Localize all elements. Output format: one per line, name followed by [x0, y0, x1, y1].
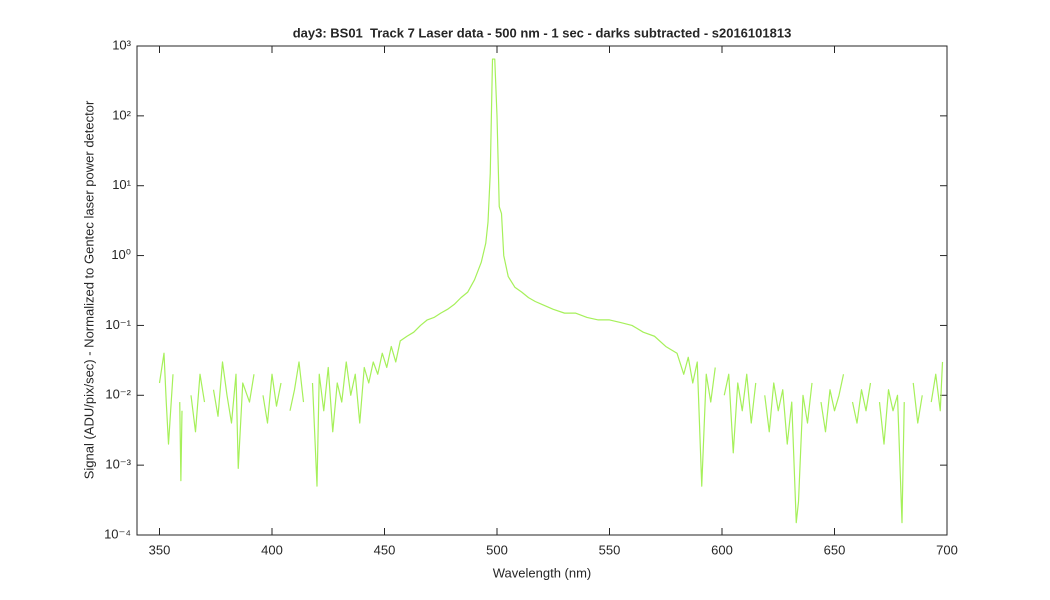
x-tick-label: 650	[824, 542, 846, 557]
data-line	[158, 58, 944, 524]
y-tick-label: 10⁻¹	[105, 317, 131, 332]
y-tick-label: 10²	[112, 107, 131, 122]
y-tick-label: 10⁰	[111, 247, 131, 262]
y-tick-label: 10⁻⁴	[104, 526, 131, 541]
y-tick-label: 10⁻³	[105, 457, 131, 472]
x-tick-label: 500	[486, 542, 508, 557]
axes-box	[136, 45, 948, 536]
y-tick-label: 10³	[112, 37, 131, 52]
x-tick-label: 700	[936, 542, 958, 557]
x-tick-label: 600	[711, 542, 733, 557]
x-tick-label: 400	[261, 542, 283, 557]
x-tick-label: 450	[374, 542, 396, 557]
y-axis-label: Signal (ADU/pix/sec) - Normalized to Gen…	[81, 100, 96, 479]
y-tick-label: 10⁻²	[105, 387, 131, 402]
x-axis-label: Wavelength (nm)	[493, 565, 592, 580]
chart-title: day3: BS01 Track 7 Laser data - 500 nm -…	[293, 25, 792, 40]
x-tick-label: 550	[599, 542, 621, 557]
y-tick-label: 10¹	[112, 177, 131, 192]
x-tick-label: 350	[149, 542, 171, 557]
